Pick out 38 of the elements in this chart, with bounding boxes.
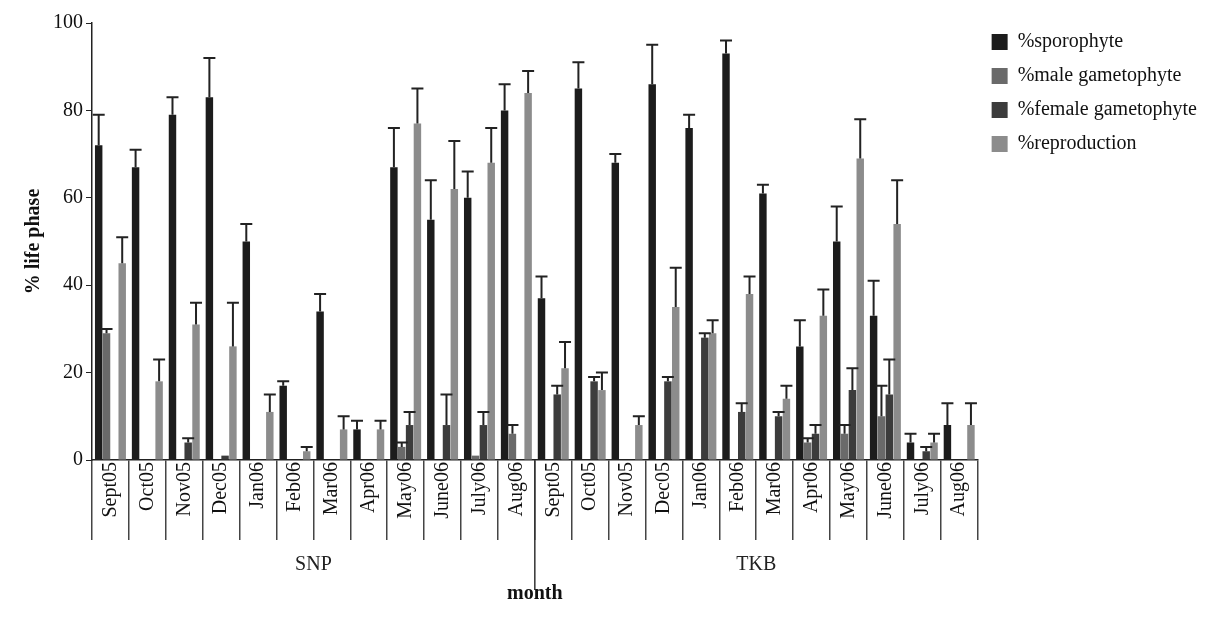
x-tick-label: Dec05 [208, 462, 231, 515]
x-tick-label: Oct05 [134, 462, 157, 511]
x-tick-label: Apr06 [356, 462, 380, 514]
y-tick-label: 20 [63, 359, 83, 382]
x-axis-title: month [507, 581, 563, 604]
x-tick-label: July06 [466, 462, 490, 516]
x-tick-label: Aug06 [503, 462, 527, 517]
x-tick-label: Mar06 [761, 462, 784, 516]
x-tick-label: Feb06 [725, 462, 748, 512]
x-tick-label: Jan06 [245, 462, 268, 509]
x-tick-label: July06 [909, 462, 933, 516]
x-tick-label: May06 [835, 462, 859, 519]
x-tick-label: Sept05 [540, 462, 564, 518]
x-tick-label: Aug06 [946, 462, 970, 517]
x-tick-label: Jan06 [688, 462, 711, 509]
y-tick-label: 80 [63, 97, 83, 120]
x-tick-label: June06 [872, 462, 895, 519]
x-tick-label: Oct05 [577, 462, 600, 511]
x-tick-label: Dec05 [651, 462, 674, 515]
text: TKB [736, 552, 777, 575]
y-tick-label: 0 [73, 447, 83, 470]
x-tick-label: May06 [392, 462, 416, 519]
x-tick-label: Mar06 [319, 462, 342, 516]
y-tick-label: 40 [63, 272, 83, 295]
legend-label: %reproduction [1017, 131, 1137, 155]
x-tick-label: Nov05 [171, 462, 194, 517]
legend-label: %sporophyte [1017, 29, 1124, 53]
y-tick-label: 60 [63, 185, 83, 208]
y-tick-label: 100 [53, 10, 83, 33]
x-tick-label: Apr06 [798, 462, 822, 514]
y-axis-title: % life phase [21, 188, 45, 295]
legend-label: %male gametophyte [1017, 63, 1182, 87]
text: SNP [295, 552, 332, 575]
x-tick-label: Feb06 [282, 462, 305, 512]
x-tick-label: Sept05 [97, 462, 121, 518]
legend-label: %female gametophyte [1017, 97, 1198, 121]
x-tick-label: Nov05 [614, 462, 637, 517]
x-tick-label: June06 [429, 462, 452, 519]
